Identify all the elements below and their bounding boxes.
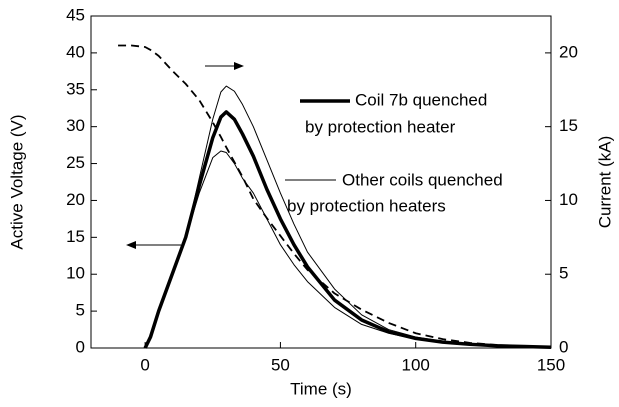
y-tick-label: 40 — [66, 42, 85, 61]
y-tick-label: 35 — [66, 79, 85, 98]
x-axis-label: Time (s) — [290, 379, 352, 398]
x-tick-label: 0 — [140, 355, 149, 374]
y-tick-label: 25 — [66, 153, 85, 172]
y-tick-label: 10 — [66, 264, 85, 283]
series-line — [118, 44, 552, 349]
y2-tick-label: 15 — [559, 116, 578, 135]
y2-tick-label: 20 — [559, 42, 578, 61]
y-tick-label: 5 — [76, 301, 85, 320]
y-tick-label: 0 — [76, 337, 85, 356]
y2-axis-label: Current (kA) — [595, 136, 614, 229]
y-tick-label: 45 — [66, 5, 85, 24]
y2-tick-label: 0 — [559, 337, 568, 356]
y-tick-label: 15 — [66, 227, 85, 246]
annotation: by protection heater — [305, 117, 456, 136]
series-line — [143, 110, 552, 350]
y-tick-label: 20 — [66, 190, 85, 209]
annotation: Coil 7b quenched — [355, 90, 487, 109]
y-tick-label: 30 — [66, 116, 85, 135]
y-axis-label: Active Voltage (V) — [7, 114, 26, 249]
x-tick-label: 100 — [402, 355, 430, 374]
annotation: Other coils quenched — [342, 170, 503, 189]
arrows — [126, 62, 244, 249]
annotation: by protection heaters — [287, 196, 446, 215]
x-tick-label: 150 — [537, 355, 565, 374]
y2-tick-label: 5 — [559, 264, 568, 283]
plot-frame — [90, 15, 552, 349]
x-tick-label: 50 — [271, 355, 290, 374]
y2-tick-label: 10 — [559, 190, 578, 209]
